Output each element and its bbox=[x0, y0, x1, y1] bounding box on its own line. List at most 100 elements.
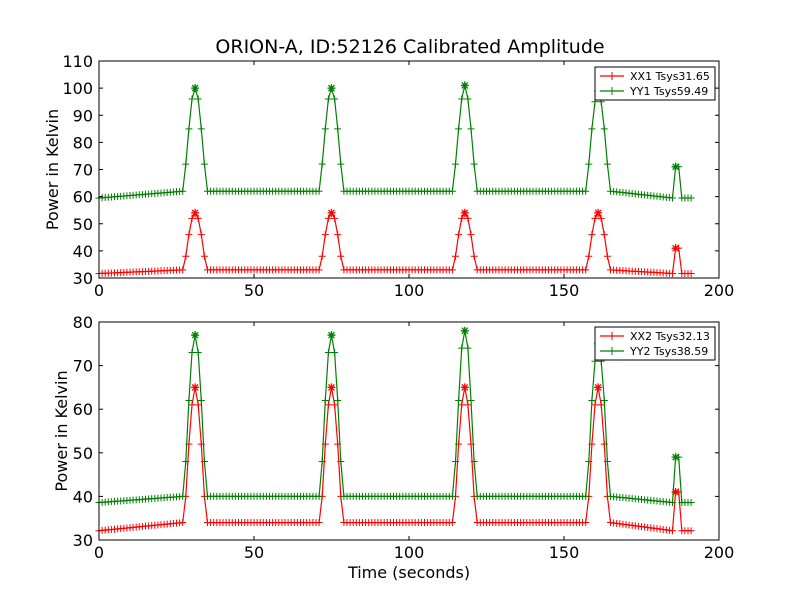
data-point-marker bbox=[448, 266, 456, 274]
peak-marker bbox=[327, 84, 336, 93]
data-point-marker bbox=[324, 214, 332, 222]
data-point-marker bbox=[458, 95, 466, 103]
data-point-marker bbox=[452, 160, 459, 168]
peak-marker bbox=[671, 488, 680, 497]
series-1 bbox=[95, 383, 695, 535]
data-point-marker bbox=[179, 187, 187, 195]
data-point-marker bbox=[200, 160, 208, 168]
data-point-marker bbox=[321, 396, 329, 404]
data-point-marker bbox=[470, 160, 478, 168]
data-point-marker bbox=[455, 125, 463, 133]
data-point-marker bbox=[464, 214, 472, 222]
data-point-marker bbox=[669, 270, 676, 278]
data-point-marker bbox=[470, 252, 478, 260]
x-tick-label: 200 bbox=[704, 543, 735, 562]
y-tick-label: 50 bbox=[73, 444, 93, 463]
y-tick-label: 110 bbox=[62, 52, 93, 71]
peak-marker bbox=[191, 208, 200, 217]
peak-marker bbox=[327, 383, 336, 392]
data-point-marker bbox=[318, 252, 326, 260]
data-point-marker bbox=[591, 401, 599, 409]
legend-marker bbox=[608, 347, 616, 355]
data-point-marker bbox=[324, 401, 332, 409]
legend-marker bbox=[608, 332, 616, 340]
data-point-marker bbox=[687, 194, 695, 202]
data-point-marker bbox=[467, 396, 475, 404]
data-point-marker bbox=[448, 187, 456, 195]
y-tick-label: 60 bbox=[73, 188, 93, 207]
data-point-marker bbox=[585, 252, 593, 260]
data-point-marker bbox=[179, 492, 187, 500]
data-point-marker bbox=[324, 95, 332, 103]
y-tick-label: 50 bbox=[73, 215, 93, 234]
legend: XX1 Tsys31.65 YY1 Tsys59.49 bbox=[594, 66, 716, 101]
data-point-marker bbox=[603, 252, 611, 260]
legend-box bbox=[594, 66, 716, 101]
peak-marker bbox=[191, 331, 200, 340]
data-point-marker bbox=[585, 160, 593, 168]
data-point-marker bbox=[455, 231, 463, 239]
peak-marker bbox=[460, 383, 469, 392]
data-point-marker bbox=[452, 458, 459, 466]
data-point-marker bbox=[331, 349, 339, 357]
data-point-marker bbox=[687, 527, 695, 535]
x-tick-label: 200 bbox=[704, 281, 735, 300]
data-point-marker bbox=[334, 125, 342, 133]
data-point-marker bbox=[331, 401, 339, 409]
data-point-marker bbox=[197, 231, 205, 239]
data-point-marker bbox=[458, 214, 466, 222]
data-point-marker bbox=[600, 231, 608, 239]
legend-box bbox=[594, 326, 716, 361]
peak-marker bbox=[460, 326, 469, 335]
data-point-marker bbox=[669, 527, 676, 535]
data-point-marker bbox=[182, 160, 190, 168]
peak-marker bbox=[671, 244, 680, 253]
data-point-marker bbox=[687, 499, 695, 507]
peak-marker bbox=[671, 162, 680, 171]
data-point-marker bbox=[315, 266, 323, 274]
series-1 bbox=[95, 208, 695, 278]
data-point-marker bbox=[588, 125, 596, 133]
series-2 bbox=[95, 81, 695, 202]
data-point-marker bbox=[452, 252, 459, 260]
peak-marker bbox=[191, 84, 200, 93]
data-point-marker bbox=[334, 231, 342, 239]
y-tick-label: 40 bbox=[73, 487, 93, 506]
data-point-marker bbox=[324, 349, 332, 357]
data-point-marker bbox=[600, 396, 608, 404]
data-point-marker bbox=[318, 458, 326, 466]
legend: XX2 Tsys32.13 YY2 Tsys38.59 bbox=[594, 326, 716, 361]
data-point-marker bbox=[582, 519, 590, 527]
data-point-marker bbox=[188, 401, 196, 409]
data-point-marker bbox=[585, 458, 593, 466]
data-point-marker bbox=[334, 396, 342, 404]
data-point-marker bbox=[464, 95, 472, 103]
data-point-marker bbox=[331, 214, 339, 222]
data-point-marker bbox=[194, 349, 202, 357]
y-tick-label: 70 bbox=[73, 161, 93, 180]
legend-label: XX1 Tsys31.65 bbox=[630, 70, 710, 83]
x-tick-label: 50 bbox=[244, 281, 264, 300]
x-tick-label: 100 bbox=[394, 281, 425, 300]
data-point-marker bbox=[588, 231, 596, 239]
data-point-marker bbox=[467, 125, 475, 133]
x-tick-label: 0 bbox=[94, 281, 104, 300]
x-tick-label: 150 bbox=[549, 281, 580, 300]
data-point-marker bbox=[582, 492, 590, 500]
data-point-marker bbox=[467, 231, 475, 239]
peak-marker bbox=[594, 208, 603, 217]
data-point-marker bbox=[188, 95, 196, 103]
y-tick-label: 30 bbox=[73, 531, 93, 550]
data-point-marker bbox=[448, 492, 456, 500]
data-point-marker bbox=[197, 396, 205, 404]
x-tick-label: 0 bbox=[94, 543, 104, 562]
y-tick-label: 70 bbox=[73, 357, 93, 376]
data-point-marker bbox=[315, 187, 323, 195]
data-point-marker bbox=[182, 458, 190, 466]
y-axis-label: Power in Kelvin bbox=[52, 370, 71, 491]
data-point-marker bbox=[188, 349, 196, 357]
data-point-marker bbox=[582, 187, 590, 195]
data-point-marker bbox=[185, 231, 193, 239]
series-2 bbox=[95, 326, 695, 507]
